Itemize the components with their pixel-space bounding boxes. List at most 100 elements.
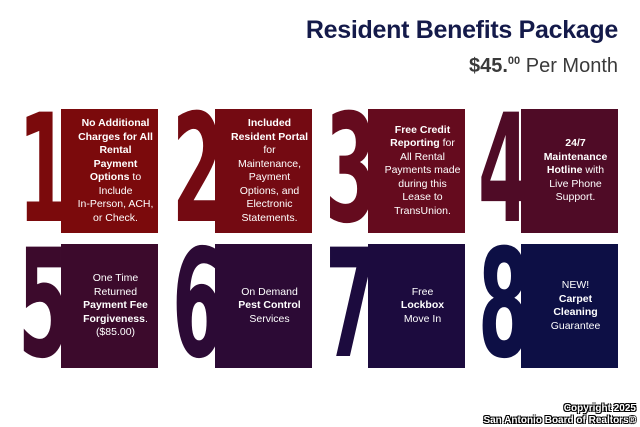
price-suffix: Per Month [520, 55, 618, 77]
description-line: Pest Control [238, 299, 300, 313]
bold-text: Rental [99, 144, 132, 156]
text: All Rental [400, 150, 445, 163]
bold-text: Forgiveness [83, 312, 145, 325]
benefit-description: Included Resident Portal for Maintenance, Pa… [215, 109, 312, 233]
description-line: during this [398, 178, 446, 192]
description-line: Maintenance, [238, 158, 301, 172]
price-cents: 00 [507, 55, 521, 67]
bold-text: Resident Portal [230, 130, 309, 143]
text: with [582, 164, 605, 177]
description-line: Reporting for [390, 137, 455, 151]
benefit-card-8: 8 NEW! Carpet Cleaning Guarantee [478, 244, 618, 368]
bold-text: Lockbox [400, 299, 445, 312]
description-line: Support. [556, 191, 596, 205]
description-line: Options, and [240, 185, 300, 199]
description-line: All Rental [400, 151, 445, 165]
description-line: Lease to [402, 191, 442, 205]
benefit-card-1: 1 No Additional Charges for All Rental Payme… [18, 109, 158, 233]
bold-text: Carpet [558, 292, 593, 305]
text: or Check. [93, 211, 138, 224]
text: to [129, 171, 142, 183]
benefit-description: NEW! Carpet Cleaning Guarantee [521, 244, 618, 368]
benefit-description: On Demand Pest Control Services [215, 244, 312, 368]
description-line: NEW! [562, 279, 589, 293]
page-title: Resident Benefits Package [305, 16, 618, 44]
bold-text: Pest Control [238, 299, 301, 312]
benefit-description: One Time Returned Payment Fee Forgiveness. (… [61, 244, 158, 368]
text: Free [411, 285, 434, 298]
text: ($85.00) [95, 326, 136, 339]
benefit-card-6: 6 On Demand Pest Control Services [172, 244, 312, 368]
benefit-card-4: 4 24/7 Maintenance Hotline with Live Phone Su… [478, 109, 618, 233]
benefit-card-5: 5 One Time Returned Payment Fee Forgiveness.… [18, 244, 158, 368]
text: In-Person, ACH, [77, 198, 154, 210]
bold-text: Free Credit [394, 123, 451, 136]
copyright-owner: San Antonio Board of Realtors® [483, 415, 636, 426]
description-line: Payments made [385, 164, 461, 178]
description-line: Statements. [241, 212, 297, 226]
copyright-line: Copyright 2025 [563, 403, 636, 414]
text: Payment [248, 171, 291, 183]
benefit-card-3: 3 Free Credit Reporting for All Rental Payme… [325, 109, 465, 233]
text: Maintenance, [237, 157, 302, 170]
description-line: Cleaning [553, 306, 597, 320]
description-line: Include [99, 185, 133, 199]
description-line: On Demand [241, 286, 298, 300]
text: NEW! [561, 279, 590, 291]
text: Guarantee [550, 319, 601, 332]
text: Statements. [241, 211, 298, 224]
bold-text: Reporting [390, 137, 440, 150]
description-line: Free [412, 286, 434, 300]
description-line: Resident Portal [231, 131, 308, 145]
description-line: Returned [94, 286, 137, 300]
benefit-card-2: 2 Included Resident Portal for Maintenance, P… [172, 109, 312, 233]
text: Include [98, 184, 133, 197]
benefit-description: Free Lockbox Move In [368, 244, 465, 368]
text: Live Phone [549, 177, 602, 190]
text: for [439, 137, 455, 150]
description-line: Options to [90, 171, 141, 185]
text: . [144, 312, 148, 325]
bold-text: Maintenance [543, 150, 608, 163]
description-line: Free Credit [395, 124, 450, 138]
description-line: 24/7 [565, 137, 585, 151]
copyright-watermark: Copyright 2025 San Antonio Board of Real… [483, 403, 636, 427]
benefit-card-7: 7 Free Lockbox Move In [325, 244, 465, 368]
benefit-description: Free Credit Reporting for All Rental Paymen… [368, 109, 465, 233]
description-line: Included [248, 117, 291, 131]
benefit-description: 24/7 Maintenance Hotline with Live Phone Sup… [521, 109, 618, 233]
bold-text: Payment [93, 157, 138, 170]
description-line: Carpet [559, 293, 592, 307]
benefit-description: No Additional Charges for All Rental Paymen… [61, 109, 158, 233]
description-line: or Check. [93, 212, 138, 226]
description-line: Payment [94, 158, 138, 172]
description-line: One Time [93, 272, 139, 286]
text: Support. [555, 191, 596, 204]
text: Payments made [384, 164, 461, 177]
bold-text: Charges for All [78, 130, 153, 143]
bold-text: Payment Fee [83, 299, 148, 312]
description-line: In-Person, ACH, [78, 198, 154, 212]
description-line: Lockbox [401, 299, 444, 313]
bold-text: Hotline [546, 164, 583, 177]
description-line: Payment Fee [83, 299, 148, 313]
text: Options, and [239, 184, 300, 197]
text: for [263, 144, 276, 156]
text: during this [398, 177, 447, 190]
text: Lease to [402, 191, 443, 204]
price-dollars: $45. [468, 55, 508, 77]
bold-text: No Additional [81, 117, 150, 129]
description-line: TransUnion. [394, 205, 451, 219]
description-line: for [263, 144, 275, 158]
description-line: Guarantee [551, 320, 601, 334]
description-line: Services [249, 313, 289, 327]
description-line: Rental [99, 144, 131, 158]
text: Electronic [246, 198, 293, 210]
text: Returned [93, 285, 138, 298]
description-line: Electronic [246, 198, 292, 212]
text: TransUnion. [394, 204, 451, 217]
description-line: Live Phone [549, 178, 602, 192]
text: One Time [92, 272, 139, 285]
description-line: ($85.00) [96, 326, 135, 340]
description-line: Payment [249, 171, 290, 185]
